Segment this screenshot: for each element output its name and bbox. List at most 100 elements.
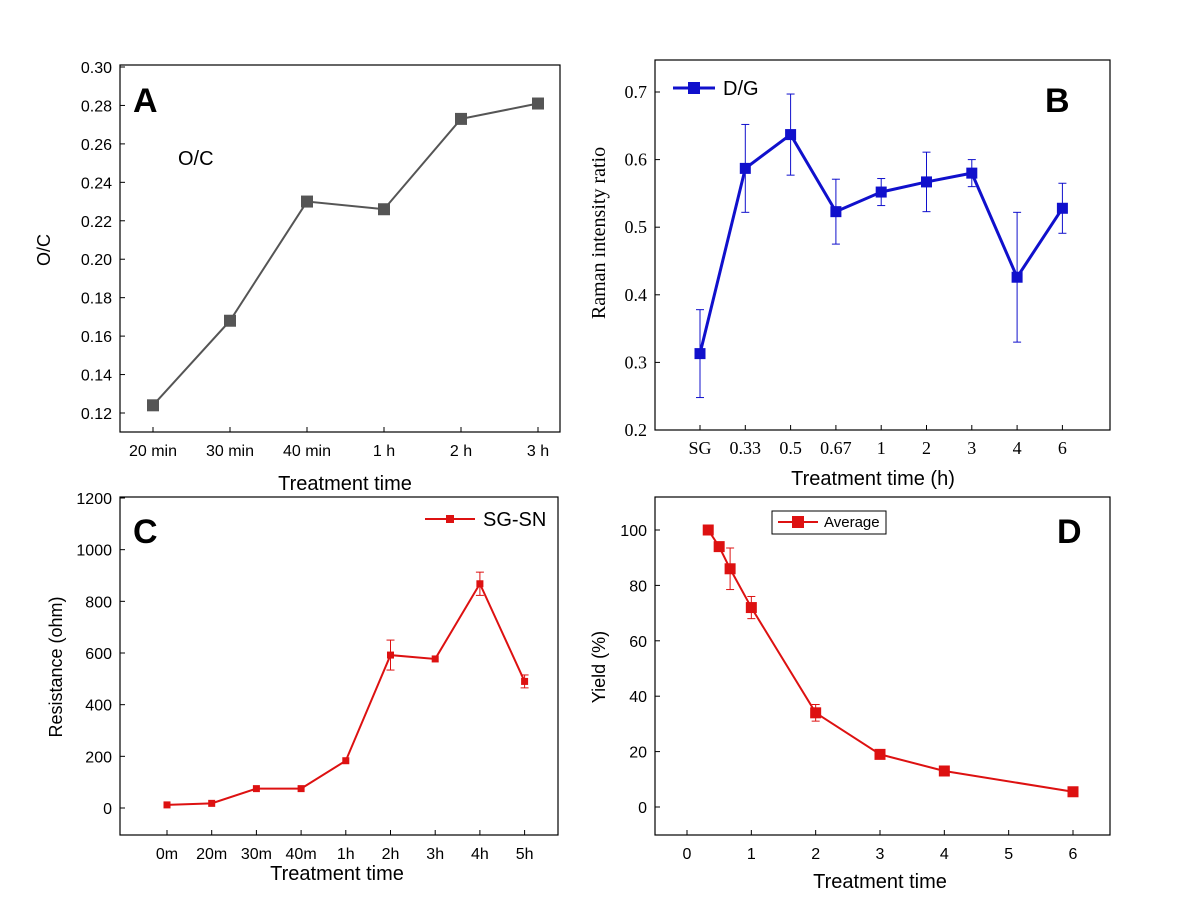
y-tick-label: 0.6 [625,150,648,170]
legend-marker [446,515,454,523]
data-point [875,186,887,198]
y-tick-label: 0.7 [625,82,648,102]
legend-marker [792,516,804,528]
legend-marker [688,82,700,94]
x-tick-label: 3 h [527,443,549,460]
x-tick-label: 0.67 [820,438,852,458]
x-tick-label: SG [688,438,711,458]
y-tick-label: 0.20 [81,252,112,269]
panel-b: 0.2 0.3 0.4 0.5 0.6 0.7 SG 0.33 0.5 0.67 1 2 3 4 6 Trea… [588,59,1111,490]
x-tick-label: 2 [922,438,931,458]
y-tick-label: 20 [629,745,647,762]
data-point [387,651,394,659]
x-tick-label: 4 [1013,438,1022,458]
y-tick-label: 0 [103,801,112,818]
y-tick-label: 0.22 [81,214,112,231]
data-point [921,176,932,188]
y-tick-label: 40 [629,689,647,706]
legend-label: D/G [723,78,759,100]
legend-label: Average [824,514,880,531]
legend-label: SG-SN [483,509,546,531]
y-tick-label: 400 [85,698,112,715]
x-tick-label: 4h [471,846,489,863]
x-tick-label: 3h [426,846,444,863]
data-point [431,655,439,663]
data-point [476,580,484,588]
y-tick-label: 0.12 [81,406,112,423]
x-tick-label: 2 [811,846,820,863]
y-axis-label: Raman intensity ratio [588,147,610,319]
y-tick-label: 80 [629,578,647,595]
data-point [252,785,260,793]
series-line [698,132,1064,354]
data-point [1067,786,1079,798]
data-point [1056,202,1068,214]
y-tick-label: 0.26 [81,137,112,154]
data-point [739,162,751,174]
data-point [702,524,714,536]
x-axis-label: Treatment time [813,871,947,893]
x-axis-label: Treatment time (h) [791,468,955,490]
data-point [532,97,544,110]
panel-letter: D [1057,513,1082,551]
data-point [521,677,529,685]
y-tick-label: 600 [85,646,112,663]
data-point [455,112,467,125]
data-point [694,348,706,360]
y-tick-label: 100 [620,523,647,540]
x-tick-label: 20m [196,846,227,863]
x-tick-label: 0m [156,846,178,863]
plot-frame [654,59,1111,431]
data-point [342,757,350,765]
x-tick-label: 1 h [373,443,395,460]
x-tick-label: 0.33 [730,438,762,458]
data-point [966,167,978,179]
y-tick-label: 0.2 [625,420,648,440]
y-tick-label: 0.5 [625,217,648,237]
y-tick-label: 0.4 [625,285,648,305]
x-tick-label: 5 [1004,846,1013,863]
x-tick-label: 40 min [283,443,331,460]
x-tick-label: 30 min [206,443,254,460]
y-tick-label: 0.3 [625,352,648,372]
x-axis-label: Treatment time [270,863,404,885]
data-point [224,314,236,327]
x-tick-label: 2 h [450,443,472,460]
data-point [301,195,313,208]
y-tick-label: 0.16 [81,329,112,346]
x-tick-label: 20 min [129,443,177,460]
data-point [830,206,842,218]
data-point [378,203,390,216]
data-point [713,541,725,553]
plot-frame [119,64,561,433]
x-tick-label: 1h [337,846,355,863]
data-point [724,563,736,575]
panel-c: 0 200 400 600 800 1000 1200 0m 20m 30m 40m 1h 2h 3h 4h… [46,491,559,885]
annotation-label: O/C [178,148,214,170]
panel-d: 0 20 40 60 80 100 0 1 2 3 4 5 6 Treatment time Yield (… [589,496,1111,893]
data-point [147,399,159,412]
panel-letter: A [133,82,158,120]
y-tick-label: 0.28 [81,98,112,115]
y-axis-label: O/C [34,234,54,266]
panel-letter: C [133,513,158,551]
panel-letter: B [1045,82,1070,120]
y-tick-label: 200 [85,749,112,766]
data-point [163,801,171,809]
x-tick-label: 1 [747,846,756,863]
x-axis-label: Treatment time [278,473,412,495]
x-tick-label: 6 [1069,846,1078,863]
x-tick-label: 30m [241,846,272,863]
data-point [810,707,822,719]
data-point [785,129,797,141]
x-tick-label: 0.5 [779,438,802,458]
series-line [166,581,526,806]
x-tick-label: 4 [940,846,949,863]
y-tick-label: 60 [629,634,647,651]
series-line [152,102,539,406]
data-point [208,799,216,807]
data-point [1011,271,1023,283]
x-tick-label: 1 [877,438,886,458]
y-tick-label: 800 [85,594,112,611]
